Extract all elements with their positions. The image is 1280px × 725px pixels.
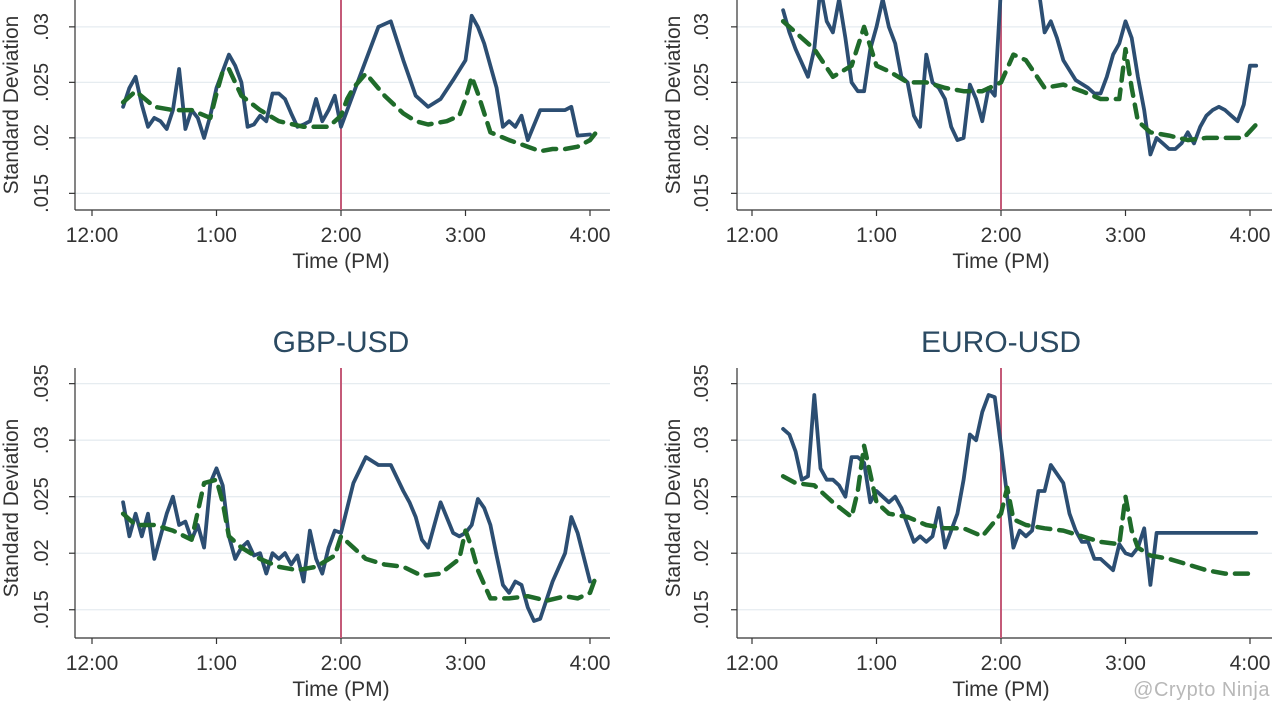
- watermark-text: @Crypto Ninja: [1133, 679, 1270, 701]
- x-tick-label: 4:00: [570, 652, 611, 675]
- y-tick-label: .015: [691, 590, 713, 629]
- series-line-dashed: [780, 19, 1259, 143]
- y-tick-label: .03: [691, 426, 713, 454]
- y-tick-label: .03: [31, 13, 53, 41]
- x-tick-label: 3:00: [445, 652, 486, 675]
- y-tick-label: .03: [691, 13, 713, 41]
- x-tick-label: 3:00: [1105, 652, 1146, 675]
- x-axis-label: Time (PM): [952, 250, 1049, 273]
- chart-title: EURO-USD: [921, 326, 1081, 359]
- x-tick-label: 1:00: [856, 652, 897, 675]
- y-axis-label: Standard Deviation: [662, 419, 685, 598]
- y-tick-label: .02: [31, 539, 53, 567]
- y-tick-label: .02: [691, 124, 713, 152]
- chart-panel-4: .015 .02 .025 .03 .035 12:00 1:00 2:00 3:00 4:00 T…: [662, 326, 1272, 701]
- x-tick-label: 1:00: [196, 224, 237, 247]
- series-line-dashed: [120, 66, 599, 154]
- series-line-solid: [781, 0, 1259, 157]
- chart-panel-1: .015 .02 .025 .03 12:00 1:00 2:00 3:00 4:00 Time …: [0, 0, 610, 273]
- x-tick-label: 4:00: [1230, 224, 1271, 247]
- y-tick-label: .015: [31, 174, 53, 213]
- x-axis-label: Time (PM): [952, 678, 1049, 701]
- y-tick-label: .015: [691, 174, 713, 213]
- y-tick-label: .02: [31, 124, 53, 152]
- series-line-solid: [781, 393, 1259, 587]
- x-tick-label: 12:00: [66, 224, 119, 247]
- x-tick-label: 3:00: [1105, 224, 1146, 247]
- series-line-solid: [121, 13, 592, 143]
- y-tick-label: .025: [31, 63, 53, 102]
- x-axis-label: Time (PM): [292, 250, 389, 273]
- series-line-dashed: [120, 477, 599, 603]
- x-tick-label: 3:00: [445, 224, 486, 247]
- y-tick-label: .03: [31, 426, 53, 454]
- y-tick-label: .035: [691, 364, 713, 403]
- x-tick-label: 2:00: [981, 652, 1022, 675]
- x-tick-label: 4:00: [1230, 652, 1271, 675]
- y-tick-label: .035: [31, 364, 53, 403]
- y-axis-label: Standard Deviation: [0, 16, 23, 195]
- x-tick-label: 4:00: [570, 224, 611, 247]
- y-tick-label: .025: [31, 477, 53, 516]
- x-tick-label: 2:00: [321, 224, 362, 247]
- chart-panel-2: .015 .02 .025 .03 12:00 1:00 2:00 3:00 4:00 Time …: [662, 0, 1272, 273]
- chart-title: GBP-USD: [273, 326, 410, 359]
- y-axis-label: Standard Deviation: [0, 419, 23, 598]
- x-axis-label: Time (PM): [292, 678, 389, 701]
- x-tick-label: 12:00: [726, 224, 779, 247]
- y-tick-label: .025: [691, 63, 713, 102]
- y-tick-label: .02: [691, 539, 713, 567]
- chart-panel-3: .015 .02 .025 .03 .035 12:00 1:00 2:00 3:00 4:00 T…: [0, 326, 610, 701]
- y-tick-label: .025: [691, 477, 713, 516]
- x-tick-label: 2:00: [981, 224, 1022, 247]
- x-tick-label: 1:00: [196, 652, 237, 675]
- y-axis-label: Standard Deviation: [662, 16, 685, 195]
- y-tick-label: .015: [31, 590, 53, 629]
- x-tick-label: 1:00: [856, 224, 897, 247]
- x-tick-label: 2:00: [321, 652, 362, 675]
- x-tick-label: 12:00: [66, 652, 119, 675]
- x-tick-label: 12:00: [726, 652, 779, 675]
- series-line-dashed: [780, 443, 1253, 576]
